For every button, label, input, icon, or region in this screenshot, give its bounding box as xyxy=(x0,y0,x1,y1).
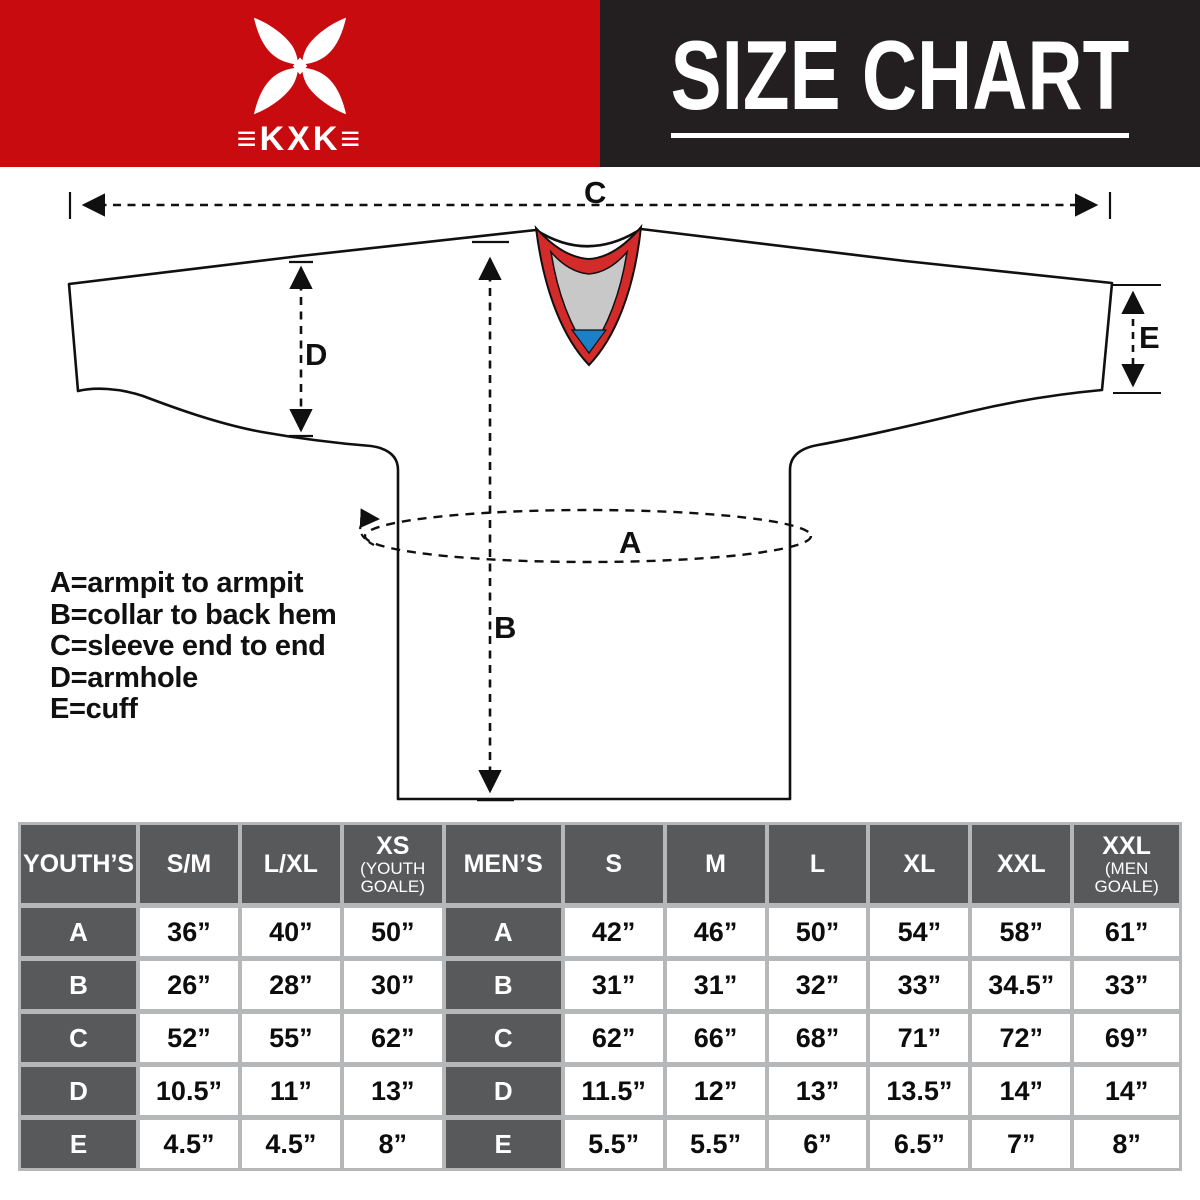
dim-label-D: D xyxy=(305,337,328,372)
dim-label-B: B xyxy=(494,610,517,645)
men-row-label-D: D xyxy=(445,1067,561,1115)
jersey-diagram-svg xyxy=(67,192,1161,802)
men-B-xxl: 34.5” xyxy=(972,961,1071,1009)
youth-row-label-B: B xyxy=(21,961,136,1009)
legend-line-d: D=armhole xyxy=(50,661,198,694)
youth-row-label-C: C xyxy=(21,1014,136,1062)
legend-line-e: E=cuff xyxy=(50,693,138,725)
men-D-l: 13” xyxy=(768,1067,867,1115)
men-B-xxlgoale: 33” xyxy=(1074,961,1179,1009)
page-title: SIZE CHART xyxy=(670,19,1130,130)
youth-B-xs: 30” xyxy=(343,961,442,1009)
men-A-s: 42” xyxy=(564,908,663,956)
men-C-xxl: 72” xyxy=(972,1014,1071,1062)
men-E-m: 5.5” xyxy=(666,1120,765,1168)
collar-inner-gray xyxy=(549,249,629,355)
youth-row-label-D: D xyxy=(21,1067,136,1115)
col-header-lxl: L/XL xyxy=(241,825,340,903)
legend-line-c: C=sleeve end to end xyxy=(50,630,326,662)
men-C-s: 62” xyxy=(564,1014,663,1062)
men-A-xxl: 58” xyxy=(972,908,1071,956)
youth-A-sm: 36” xyxy=(140,908,238,956)
col-header-xxl: XXL xyxy=(972,825,1071,903)
men-B-m: 31” xyxy=(666,961,765,1009)
men-B-l: 32” xyxy=(768,961,867,1009)
dim-label-C: C xyxy=(584,175,607,210)
col-header-xs-youth-goale: XS (YOUTH GOALE) xyxy=(343,825,442,903)
youth-E-xs: 8” xyxy=(343,1120,442,1168)
youth-D-sm: 10.5” xyxy=(140,1067,238,1115)
men-D-xxl: 14” xyxy=(972,1067,1071,1115)
men-E-s: 5.5” xyxy=(564,1120,663,1168)
youth-B-sm: 26” xyxy=(140,961,238,1009)
youth-A-xs: 50” xyxy=(343,908,442,956)
youth-C-sm: 52” xyxy=(140,1014,238,1062)
men-E-xxlgoale: 8” xyxy=(1074,1120,1179,1168)
men-C-xxlgoale: 69” xyxy=(1074,1014,1179,1062)
men-C-m: 66” xyxy=(666,1014,765,1062)
men-row-label-A: A xyxy=(445,908,561,956)
youth-C-lxl: 55” xyxy=(241,1014,340,1062)
men-A-xl: 54” xyxy=(870,908,969,956)
men-row-label-E: E xyxy=(445,1120,561,1168)
youth-A-lxl: 40” xyxy=(241,908,340,956)
col-header-l: L xyxy=(768,825,867,903)
youth-C-xs: 62” xyxy=(343,1014,442,1062)
col-header-youths: YOUTH’S xyxy=(21,825,136,903)
title-underline xyxy=(671,133,1129,139)
collar-blue-insert xyxy=(570,329,608,355)
legend-line-a: A=armpit to armpit xyxy=(50,567,304,599)
dim-label-A: A xyxy=(619,525,642,560)
men-D-s: 11.5” xyxy=(564,1067,663,1115)
youth-row-label-E: E xyxy=(21,1120,136,1168)
men-D-xxlgoale: 14” xyxy=(1074,1067,1179,1115)
men-row-label-C: C xyxy=(445,1014,561,1062)
men-E-xl: 6.5” xyxy=(870,1120,969,1168)
youth-D-lxl: 11” xyxy=(241,1067,340,1115)
men-D-m: 12” xyxy=(666,1067,765,1115)
men-B-xl: 33” xyxy=(870,961,969,1009)
men-A-l: 50” xyxy=(768,908,867,956)
col-header-xxl-men-goale: XXL (MEN GOALE) xyxy=(1074,825,1179,903)
dim-label-E: E xyxy=(1139,320,1160,355)
col-header-m: M xyxy=(666,825,765,903)
measure-ellipse-A xyxy=(363,508,813,564)
size-table: YOUTH’S S/M L/XL XS (YOUTH GOALE) MEN’S S… xyxy=(18,822,1182,1171)
col-header-sm: S/M xyxy=(140,825,238,903)
jersey-measurement-diagram: C D B A E A=armpit to armpit B=collar to… xyxy=(0,167,1200,815)
men-D-xl: 13.5” xyxy=(870,1067,969,1115)
men-C-xl: 71” xyxy=(870,1014,969,1062)
youth-E-lxl: 4.5” xyxy=(241,1120,340,1168)
measure-ellipse-A-arrow xyxy=(359,508,380,546)
brand-banner: ≡KXK≡ xyxy=(0,0,600,167)
youth-D-xs: 13” xyxy=(343,1067,442,1115)
brand-logo-text: ≡KXK≡ xyxy=(236,119,364,158)
men-E-xxl: 7” xyxy=(972,1120,1071,1168)
youth-row-label-A: A xyxy=(21,908,136,956)
men-C-l: 68” xyxy=(768,1014,867,1062)
men-B-s: 31” xyxy=(564,961,663,1009)
measurement-legend: A=armpit to armpit B=collar to back hem … xyxy=(50,567,337,726)
title-banner: SIZE CHART xyxy=(600,0,1200,167)
legend-line-b: B=collar to back hem xyxy=(50,598,337,631)
men-row-label-B: B xyxy=(445,961,561,1009)
youth-E-sm: 4.5” xyxy=(140,1120,238,1168)
col-header-xl: XL xyxy=(870,825,969,903)
col-header-mens: MEN’S xyxy=(445,825,561,903)
jersey-outline xyxy=(67,227,1114,801)
col-header-s: S xyxy=(564,825,663,903)
men-A-xxlgoale: 61” xyxy=(1074,908,1179,956)
youth-B-lxl: 28” xyxy=(241,961,340,1009)
kxk-emblem-icon xyxy=(253,17,347,114)
header-banner: ≡KXK≡ SIZE CHART xyxy=(0,0,1200,167)
men-E-l: 6” xyxy=(768,1120,867,1168)
men-A-m: 46” xyxy=(666,908,765,956)
